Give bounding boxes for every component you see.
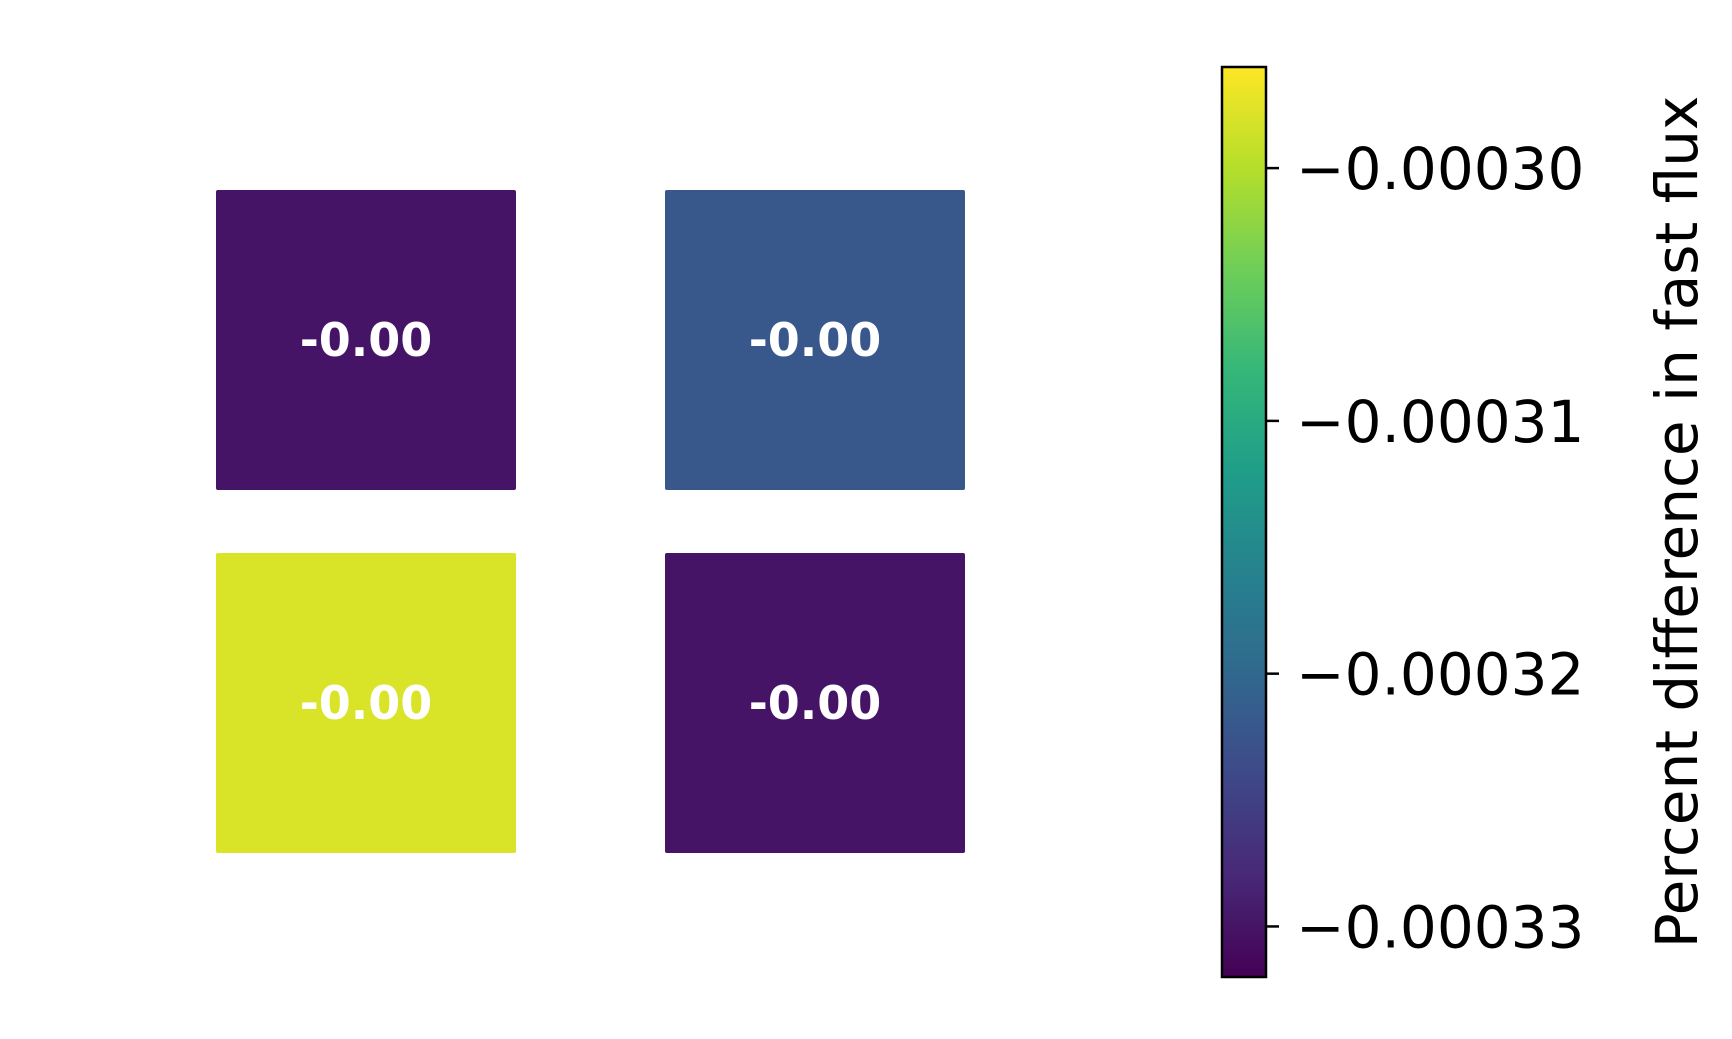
colorbar-gradient <box>1220 65 1268 979</box>
heatmap-cell-label: -0.00 <box>300 313 433 367</box>
colorbar-tick-label: −0.00033 <box>1296 893 1584 961</box>
colorbar-label: Percent difference in fast flux <box>1643 96 1711 949</box>
heatmap-cell-rect <box>665 190 965 490</box>
colorbar-tick-label: −0.00030 <box>1296 135 1584 203</box>
colorbar: −0.00030 −0.00031 −0.00032 −0.00033 Percent… <box>1220 65 1711 979</box>
heatmap-cell-label: -0.00 <box>749 313 882 367</box>
heatmap-cells: -0.00 -0.00 -0.00 -0.00 <box>216 190 965 853</box>
colorbar-tick-label: −0.00031 <box>1296 388 1584 456</box>
colorbar-ticks: −0.00030 −0.00031 −0.00032 −0.00033 <box>1266 135 1584 961</box>
colorbar-tick-label: −0.00032 <box>1296 641 1584 709</box>
heatmap-cell-label: -0.00 <box>749 676 882 730</box>
heatmap-cell-rect <box>216 190 516 490</box>
heatmap-cell-r0-c1: -0.00 <box>665 190 965 490</box>
heatmap-cell-label: -0.00 <box>300 676 433 730</box>
heatmap-cell-r1-c1: -0.00 <box>665 553 965 853</box>
heatmap-cell-rect <box>665 553 965 853</box>
heatmap-cell-r1-c0: -0.00 <box>216 553 516 853</box>
heatmap-cell-rect <box>216 553 516 853</box>
heatmap-cell-r0-c0: -0.00 <box>216 190 516 490</box>
